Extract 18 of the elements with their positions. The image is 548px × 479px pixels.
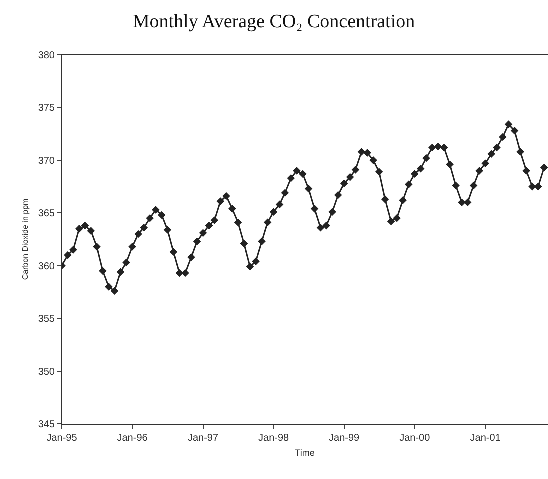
- y-tick-label: 350: [38, 366, 56, 378]
- x-tick-label: Jan-96: [117, 433, 148, 444]
- x-tick-label: Jan-01: [470, 433, 502, 444]
- y-tick-label: 365: [38, 208, 56, 220]
- y-tick-label: 370: [38, 156, 56, 167]
- y-tick-label: 345: [38, 420, 56, 430]
- x-tick-label: Jan-98: [258, 433, 290, 444]
- x-axis-title: Time: [295, 448, 315, 458]
- x-tick-label: Jan-97: [188, 433, 219, 444]
- x-tick-label: Jan-00: [400, 433, 431, 444]
- y-tick-label: 375: [38, 103, 56, 114]
- y-tick-label: 380: [38, 50, 56, 62]
- x-tick-label: Jan-95: [46, 433, 78, 444]
- y-axis-title: Carbon Dioxide in ppm: [21, 198, 30, 280]
- y-tick-label: 360: [38, 261, 56, 272]
- y-tick-label: 355: [38, 314, 56, 326]
- chart-title: Monthly Average CO₂ Concentration: [132, 12, 416, 33]
- x-tick-label: Jan-99: [329, 433, 360, 444]
